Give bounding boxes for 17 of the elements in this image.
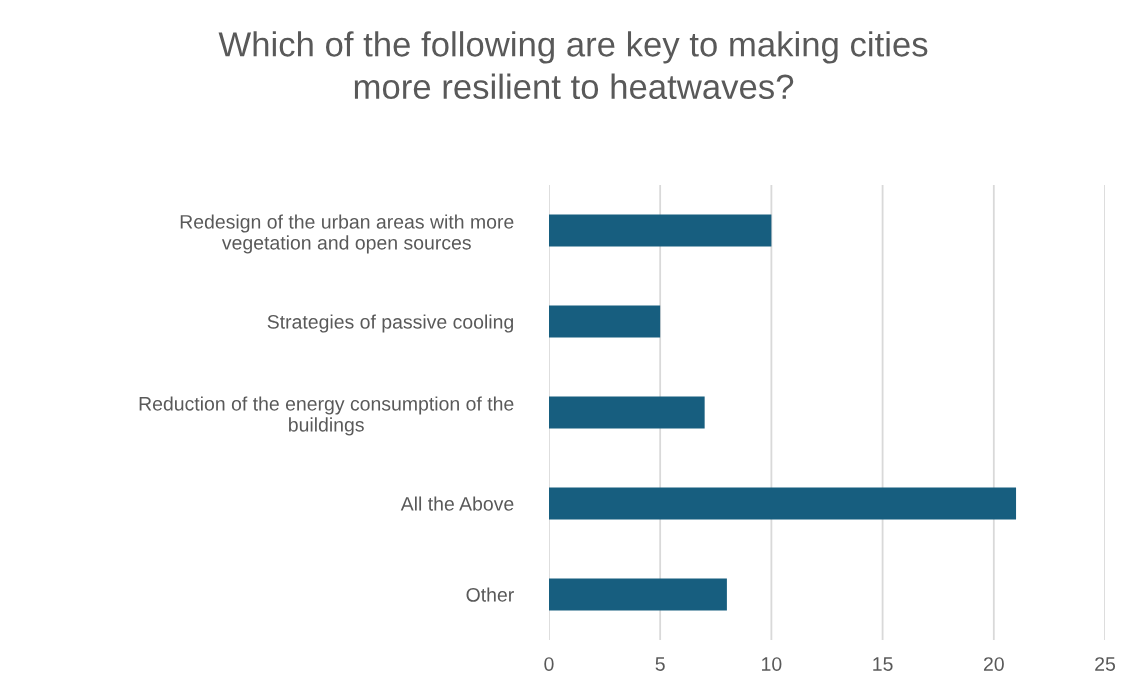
- x-tick-label: 0: [544, 657, 554, 671]
- y-tick-label: Redesign of the urban areas with more vegetation and open sources: [180, 214, 514, 254]
- x-tick-label: 5: [655, 657, 665, 671]
- x-tick-label: 25: [1095, 657, 1116, 671]
- y-tick-label: Strategies of passive cooling: [267, 314, 513, 333]
- y-tick-label: All the Above: [400, 496, 514, 511]
- x-tick-label: 20: [983, 657, 1004, 671]
- bar: [548, 578, 727, 611]
- x-tick-label: 10: [762, 657, 782, 671]
- bar: [548, 305, 661, 338]
- bar: [548, 396, 705, 429]
- bar: [548, 487, 1017, 520]
- y-tick-label: Other: [466, 587, 514, 602]
- chart-title: Which of the following are key to making cities more resilient to heatwaves?: [218, 31, 928, 100]
- y-tick-label: Reduction of the energy consumption of the buildings: [139, 396, 514, 436]
- x-tick-label: 15: [873, 657, 893, 671]
- bar: [548, 214, 772, 247]
